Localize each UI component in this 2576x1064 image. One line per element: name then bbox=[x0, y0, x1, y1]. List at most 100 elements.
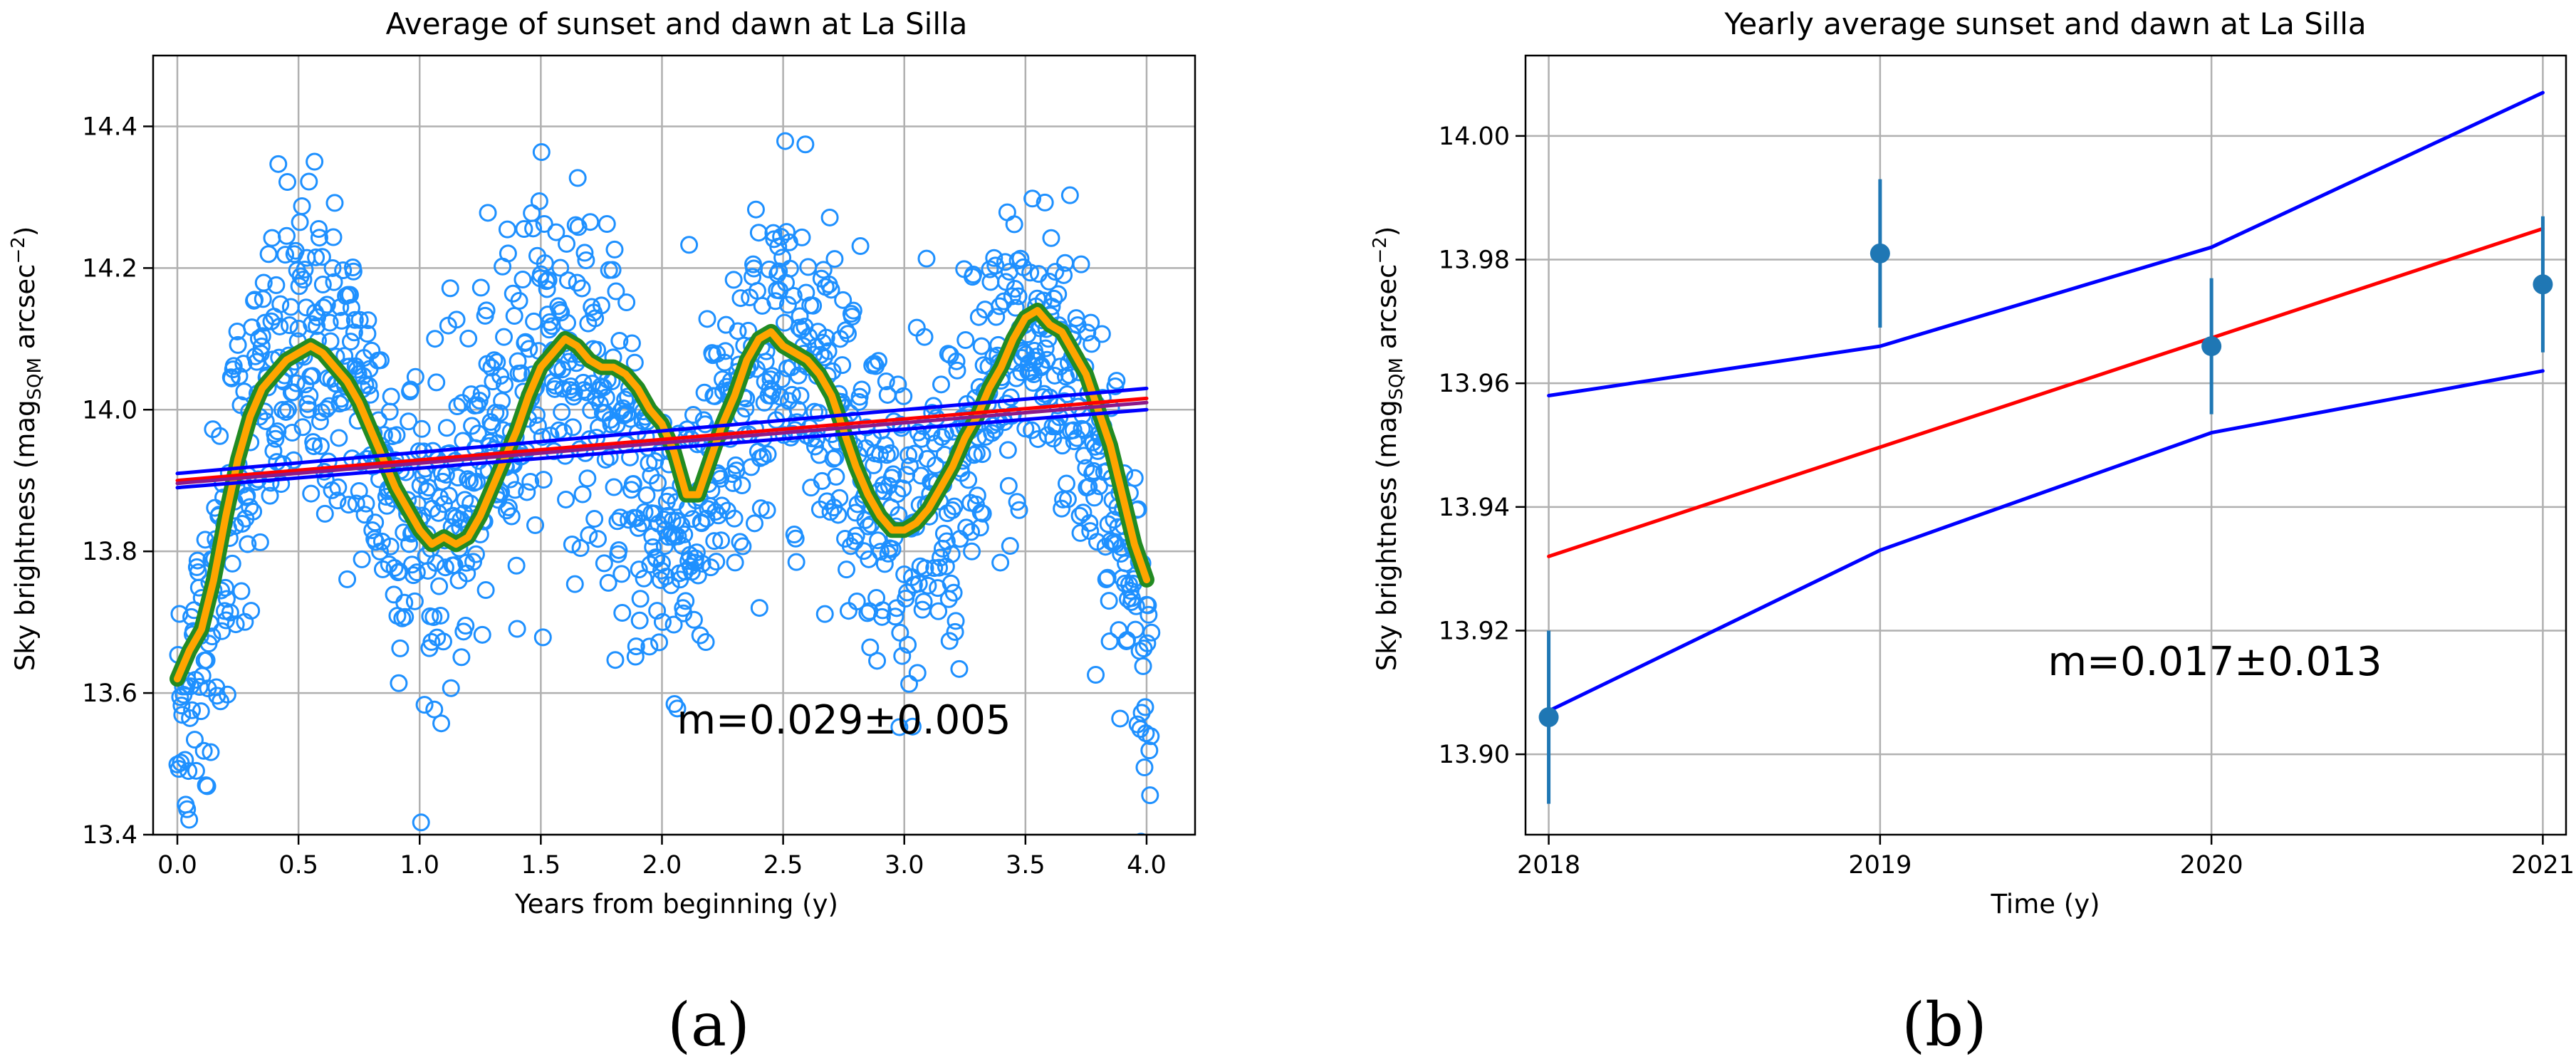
scatter-point bbox=[491, 404, 509, 422]
chart-b-xtick-label: 2018 bbox=[1517, 851, 1580, 880]
scatter-point bbox=[499, 244, 517, 263]
scatter-point bbox=[602, 415, 620, 434]
scatter-point bbox=[436, 558, 454, 577]
scatter-point bbox=[273, 401, 292, 419]
scatter-point bbox=[769, 237, 788, 256]
scatter-point bbox=[1134, 657, 1152, 675]
scatter-point bbox=[676, 563, 694, 581]
scatter-point bbox=[173, 706, 192, 724]
scatter-point bbox=[724, 271, 743, 289]
scatter-point bbox=[271, 317, 289, 335]
scatter-point bbox=[712, 531, 731, 550]
scatter-point bbox=[371, 351, 390, 370]
scatter-point bbox=[457, 617, 475, 635]
chart-b-xlabel: Time (y) bbox=[1990, 889, 2100, 919]
scatter-point bbox=[758, 445, 777, 464]
scatter-point bbox=[558, 234, 576, 253]
scatter-point bbox=[850, 387, 869, 406]
scatter-point bbox=[1006, 298, 1025, 317]
scatter-point bbox=[387, 426, 406, 444]
scatter-point bbox=[870, 352, 888, 370]
scatter-point bbox=[600, 261, 618, 279]
scatter-point bbox=[868, 652, 887, 670]
scatter-point bbox=[224, 357, 243, 375]
scatter-point bbox=[624, 475, 642, 494]
scatter-point bbox=[658, 506, 677, 525]
scatter-point bbox=[894, 479, 912, 498]
scatter-point bbox=[766, 292, 785, 311]
scatter-point bbox=[238, 486, 256, 505]
scatter-point bbox=[325, 273, 343, 291]
scatter-point bbox=[569, 218, 588, 236]
scatter-point bbox=[932, 548, 950, 567]
scatter-point bbox=[872, 607, 891, 626]
scatter-point bbox=[627, 637, 645, 656]
scatter-point bbox=[226, 615, 245, 634]
scatter-point bbox=[844, 301, 862, 320]
chart-a-xtick-label: 2.5 bbox=[763, 851, 803, 880]
scatter-point bbox=[1077, 459, 1095, 477]
scatter-point bbox=[1049, 285, 1068, 303]
chart-a-ylabel: Sky brightness (magSQM arcsec−2) bbox=[8, 226, 46, 672]
scatter-point bbox=[875, 555, 894, 573]
scatter-point bbox=[581, 213, 600, 231]
scatter-point bbox=[575, 244, 594, 262]
scatter-point bbox=[396, 607, 414, 626]
scatter-point bbox=[344, 262, 363, 281]
scatter-point bbox=[302, 484, 320, 503]
scatter-point bbox=[508, 620, 526, 638]
scatter-point bbox=[427, 373, 446, 392]
scatter-point bbox=[900, 674, 919, 693]
scatter-point bbox=[622, 334, 641, 353]
scatter-point bbox=[635, 503, 654, 521]
chart-panel-b: Yearly average sunset and dawn at La Sil… bbox=[1370, 6, 2575, 919]
scatter-point bbox=[648, 602, 667, 620]
scatter-point bbox=[338, 570, 357, 588]
scatter-point bbox=[731, 289, 750, 308]
scatter-point bbox=[1065, 432, 1083, 451]
scatter-point bbox=[821, 503, 840, 521]
scatter-point bbox=[677, 592, 695, 610]
scatter-point bbox=[838, 560, 856, 579]
scatter-point bbox=[711, 469, 730, 488]
scatter-point bbox=[820, 208, 839, 226]
scatter-point bbox=[919, 576, 937, 595]
scatter-point bbox=[825, 250, 844, 268]
scatter-point bbox=[448, 397, 466, 416]
scatter-point bbox=[298, 395, 317, 413]
data-point bbox=[1538, 707, 1559, 728]
scatter-point bbox=[278, 400, 297, 419]
scatter-point bbox=[637, 486, 656, 504]
scatter-point bbox=[551, 259, 570, 277]
scatter-point bbox=[804, 296, 823, 315]
scatter-point bbox=[437, 419, 456, 437]
scatter-point bbox=[696, 415, 714, 434]
chart-a-plot-area bbox=[168, 132, 1161, 835]
scatter-point bbox=[278, 226, 296, 245]
scatter-point bbox=[1005, 215, 1023, 234]
scatter-point bbox=[521, 473, 540, 491]
scatter-point bbox=[452, 648, 471, 667]
scatter-point bbox=[963, 542, 981, 560]
scatter-point bbox=[645, 504, 664, 523]
scatter-point bbox=[407, 563, 426, 582]
scatter-point bbox=[793, 228, 811, 246]
scatter-point bbox=[610, 332, 629, 350]
chart-b-xtick-label: 2019 bbox=[1848, 851, 1912, 880]
chart-b-xtick-label: 2020 bbox=[2180, 851, 2243, 880]
scatter-point bbox=[684, 406, 702, 424]
scatter-point bbox=[430, 577, 449, 595]
chart-a-ytick-label: 13.6 bbox=[82, 679, 137, 708]
scatter-point bbox=[957, 518, 976, 537]
scatter-point bbox=[944, 583, 963, 602]
scatter-point bbox=[1142, 727, 1160, 746]
scatter-point bbox=[253, 327, 271, 345]
scatter-point bbox=[380, 402, 399, 421]
scatter-point bbox=[909, 575, 928, 593]
scatter-point bbox=[1126, 620, 1144, 639]
scatter-point bbox=[518, 483, 536, 501]
scatter-point bbox=[254, 273, 273, 292]
scatter-point bbox=[334, 261, 353, 280]
scatter-point bbox=[1053, 499, 1071, 518]
scatter-point bbox=[535, 214, 553, 233]
